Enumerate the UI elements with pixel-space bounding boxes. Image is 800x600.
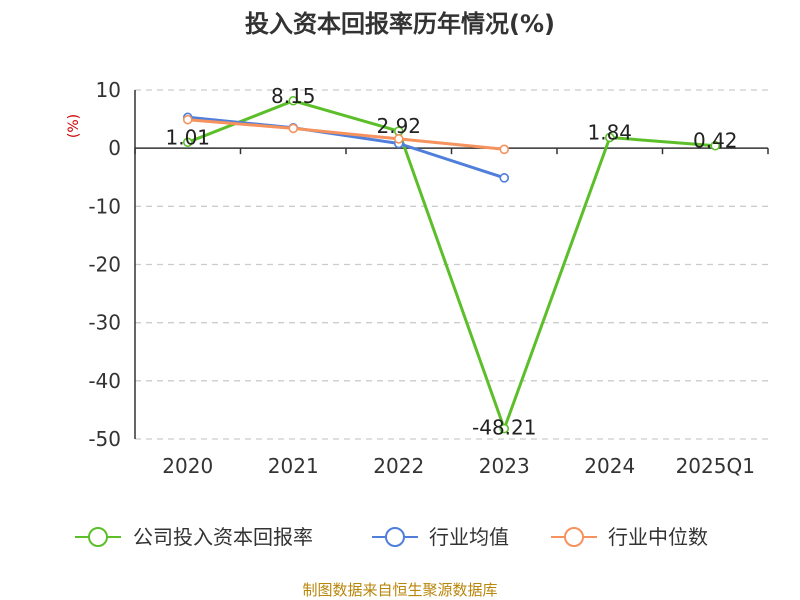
data-point [499, 423, 510, 434]
data-point [182, 137, 193, 148]
legend-swatch-marker [564, 527, 584, 547]
chart-title: 投入资本回报率历年情况(%) [245, 10, 555, 38]
series-line [186, 118, 506, 151]
y-tick-label: -40 [88, 369, 121, 393]
legend-label: 公司投入资本回报率 [133, 525, 313, 549]
data-point [499, 173, 510, 183]
data-point [288, 95, 299, 106]
x-tick-label: 2021 [268, 454, 319, 478]
legend-label: 行业中位数 [608, 525, 708, 549]
data-point [288, 123, 299, 134]
data-label: 1.01 [165, 125, 210, 149]
series-line [186, 99, 717, 431]
data-label: 1.84 [587, 120, 632, 144]
x-tick-label: 2020 [162, 454, 213, 478]
data-point [393, 134, 404, 144]
y-tick-label: -30 [88, 311, 121, 335]
x-tick-label: 2025Q1 [676, 454, 755, 478]
data-label: -48.21 [472, 416, 536, 440]
axes: 10 0 -10 -20 -30 -40 -50 2020 2021 2022 2023 2024 20… [88, 78, 769, 478]
data-label: 0.42 [693, 129, 738, 153]
data-labels: 1.01 8.15 2.92 -48.21 1.84 0.42 [165, 84, 737, 440]
legend-item: 行业均值 [372, 525, 509, 549]
data-label: 8.15 [271, 84, 316, 108]
x-tick-label: 2023 [479, 454, 530, 478]
y-tick-label: 10 [96, 78, 121, 102]
legend-item: 公司投入资本回报率 [75, 525, 313, 549]
legend-label: 行业均值 [429, 525, 509, 549]
x-tick-label: 2022 [373, 454, 424, 478]
data-point [499, 144, 510, 155]
legend: 公司投入资本回报率 行业均值 行业中位数 [75, 525, 708, 549]
data-point [182, 114, 193, 125]
data-point [604, 132, 615, 143]
source-footer: 制图数据来自恒生聚源数据库 [302, 581, 497, 599]
y-tick-label: -20 [88, 253, 121, 277]
legend-swatch-marker [88, 527, 108, 547]
series-lines [182, 95, 721, 434]
legend-swatch-marker [385, 527, 405, 547]
data-label: 2.92 [376, 114, 421, 138]
y-axis-label: (%) [66, 114, 82, 138]
y-tick-label: 0 [108, 136, 121, 160]
x-tick-label: 2024 [584, 454, 635, 478]
y-tick-label: -50 [88, 427, 121, 451]
y-tick-label: -10 [88, 194, 121, 218]
legend-item: 行业中位数 [551, 525, 708, 549]
data-point [710, 140, 721, 151]
